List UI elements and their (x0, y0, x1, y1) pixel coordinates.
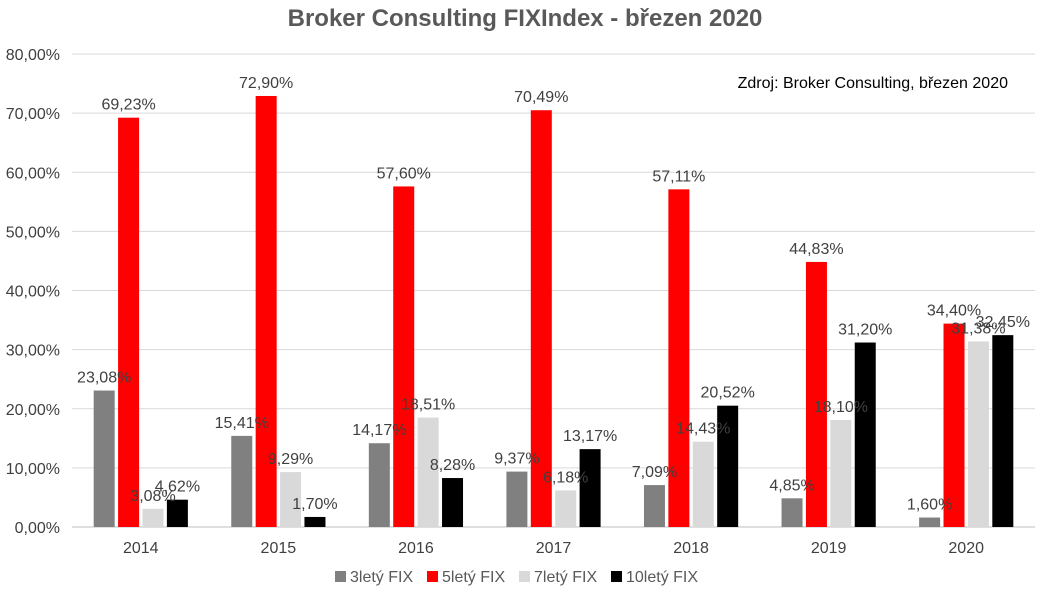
legend-label: 7letý FIX (534, 569, 597, 586)
x-tick-label: 2017 (536, 540, 572, 557)
legend-label: 10letý FIX (626, 569, 698, 586)
data-label: 72,90% (239, 75, 293, 92)
bar (919, 517, 941, 527)
bar (830, 419, 852, 527)
data-label: 6,18% (543, 469, 588, 486)
data-label: 32,45% (976, 314, 1030, 331)
x-tick-label: 2015 (261, 540, 297, 557)
bar (555, 490, 577, 527)
data-label: 44,83% (789, 241, 843, 258)
data-label: 69,23% (101, 97, 155, 114)
legend-swatch (427, 571, 438, 582)
data-label: 31,20% (838, 322, 892, 339)
bar (442, 478, 464, 527)
bar (717, 405, 739, 527)
y-axis-ticks: 0,00% 10,00% 20,00% 30,00% 40,00% 50,00% 60,00… (6, 47, 60, 537)
data-label: 14,43% (676, 421, 730, 438)
gridlines (72, 53, 1035, 528)
data-label: 34,40% (927, 303, 981, 320)
bar (118, 117, 140, 528)
y-tick-label: 80,00% (6, 47, 60, 64)
data-label: 14,17% (352, 422, 406, 439)
data-label: 7,09% (632, 464, 677, 481)
data-label: 57,11% (652, 168, 705, 185)
bar (967, 341, 989, 527)
data-label: 18,10% (814, 399, 868, 416)
x-tick-label: 2019 (811, 540, 847, 557)
data-label: 3,08% (130, 488, 175, 505)
data-label: 4,85% (769, 477, 814, 494)
x-axis-ticks: 2014 2015 2016 2017 2018 2019 2020 (123, 540, 984, 557)
legend: 3letý FIX 5letý FIX 7letý FIX 10letý FIX (335, 569, 698, 586)
data-label: 57,60% (377, 165, 431, 182)
bar (530, 110, 552, 527)
bar (854, 342, 876, 527)
bar (805, 261, 827, 527)
bar (692, 441, 714, 527)
bar (280, 472, 302, 527)
bar (93, 390, 115, 527)
data-labels: 23,08% 69,23% 3,08%4,62% 15,41% 72,90% 9,29% 1… (77, 75, 1030, 514)
chart-title: Broker Consulting FIXIndex - březen 2020 (288, 5, 763, 32)
data-label: 8,28% (430, 457, 475, 474)
bar (166, 499, 188, 527)
bar (668, 189, 690, 527)
bar (393, 186, 415, 527)
data-label: 31,38% (951, 320, 1005, 337)
bar (304, 516, 326, 527)
bar (368, 443, 390, 527)
data-label: 15,41% (215, 415, 269, 432)
legend-swatch (519, 571, 530, 582)
data-label: 18,51% (401, 397, 455, 414)
bar (992, 335, 1014, 527)
bar (643, 485, 665, 527)
y-tick-label: 30,00% (6, 343, 60, 360)
legend-label: 3letý FIX (350, 569, 413, 586)
x-tick-label: 2018 (673, 540, 709, 557)
y-tick-label: 70,00% (6, 106, 60, 123)
y-tick-label: 20,00% (6, 402, 60, 419)
data-label: 20,52% (701, 385, 755, 402)
data-label: 9,37% (494, 451, 539, 468)
bar (579, 449, 601, 527)
bar (255, 95, 277, 527)
legend-label: 5letý FIX (442, 569, 505, 586)
bar (506, 471, 528, 527)
bars (93, 95, 1014, 528)
data-label: 9,29% (268, 451, 313, 468)
x-tick-label: 2016 (398, 540, 434, 557)
data-label: 1,60% (907, 497, 952, 514)
bar (781, 498, 803, 527)
y-tick-label: 0,00% (15, 520, 60, 537)
bar (142, 508, 164, 527)
x-tick-label: 2020 (948, 540, 984, 557)
source-annotation: Zdroj: Broker Consulting, březen 2020 (738, 75, 1008, 92)
y-tick-label: 60,00% (6, 165, 60, 182)
y-tick-label: 40,00% (6, 284, 60, 301)
y-tick-label: 10,00% (6, 461, 60, 478)
x-tick-label: 2014 (123, 540, 159, 557)
bar (417, 417, 439, 527)
data-label: 4,62% (155, 479, 200, 496)
y-tick-label: 50,00% (6, 224, 60, 241)
legend-swatch (611, 571, 622, 582)
legend-swatch (335, 571, 346, 582)
bar (943, 323, 965, 527)
data-label: 23,08% (77, 370, 131, 387)
data-label: 13,17% (563, 428, 617, 445)
data-label: 70,49% (514, 89, 568, 106)
data-label: 1,70% (292, 496, 337, 513)
bar (231, 435, 253, 527)
